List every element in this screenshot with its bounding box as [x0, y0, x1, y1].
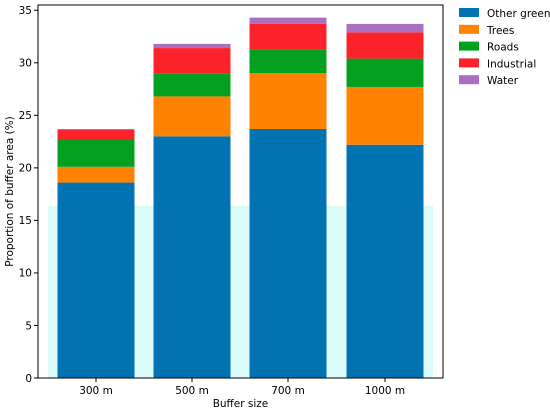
bar-segment-water-1 [57, 128, 135, 131]
bar-segment-roads-2 [153, 73, 231, 97]
bar-segment-industrial-3 [249, 23, 327, 50]
y-tick-label: 5 [25, 320, 32, 332]
legend-swatch-other-green [459, 8, 479, 17]
bar-segment-trees-3 [249, 73, 327, 129]
legend-swatch-water [459, 75, 479, 85]
x-axis-label: Buffer size [213, 398, 269, 410]
bar-segment-water-3 [249, 17, 327, 24]
legend-label-other-green: Other green [487, 8, 550, 20]
y-tick-label: 20 [19, 163, 32, 175]
x-tick-label: 300 m [79, 385, 113, 397]
bar-segment-industrial-4 [346, 32, 424, 59]
legend-label-trees: Trees [486, 25, 514, 37]
bar-segment-industrial-1 [57, 130, 135, 140]
legend-swatch-trees [459, 24, 479, 34]
bars-layer [57, 17, 424, 378]
bar-segment-roads-4 [346, 58, 424, 87]
bar-segment-other-green-4 [346, 144, 424, 378]
bar-segment-industrial-2 [153, 48, 231, 74]
bar-segment-water-4 [346, 23, 424, 33]
legend-swatch-industrial [459, 58, 479, 68]
y-axis-label: Proportion of buffer area (%) [4, 116, 16, 267]
x-ticks-layer: 300 m 500 m 700 m 1000 m [79, 378, 405, 397]
bar-segment-roads-3 [249, 49, 327, 74]
bar-segment-trees-1 [57, 166, 135, 183]
x-tick-label: 500 m [175, 385, 209, 397]
plot-frame [37, 4, 444, 379]
y-tick-label: 25 [19, 110, 32, 122]
bar-segment-trees-4 [346, 86, 424, 145]
bar-segment-other-green-3 [249, 128, 327, 378]
bar-segment-trees-2 [153, 96, 231, 137]
bar-segment-other-green-1 [57, 182, 135, 378]
bar-segment-roads-1 [57, 139, 135, 167]
x-tick-label: 1000 m [365, 385, 405, 397]
y-ticks-layer: 0 5 10 15 20 25 30 35 [19, 5, 38, 385]
y-tick-label: 10 [19, 268, 32, 280]
legend-label-roads: Roads [487, 42, 519, 54]
legend: Other green Trees Roads Industrial Water [459, 8, 550, 87]
bar-segment-water-2 [153, 43, 231, 49]
y-tick-label: 0 [25, 373, 32, 385]
y-tick-label: 35 [19, 5, 32, 17]
y-tick-label: 15 [19, 215, 32, 227]
legend-swatch-roads [459, 41, 479, 51]
legend-label-water: Water [487, 75, 519, 87]
bar-segment-other-green-2 [153, 136, 231, 378]
x-tick-label: 700 m [271, 385, 305, 397]
legend-label-industrial: Industrial [487, 58, 536, 70]
y-tick-label: 30 [19, 58, 32, 70]
